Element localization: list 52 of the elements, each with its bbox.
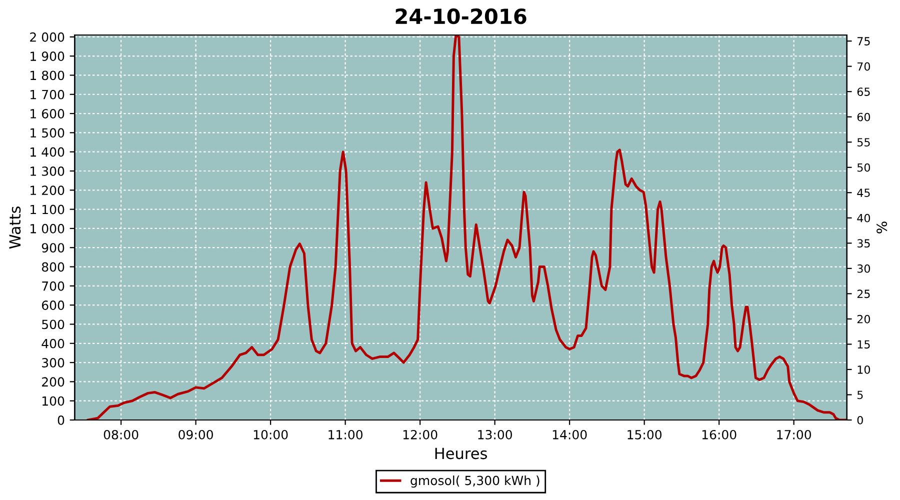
legend-label: gmosol( 5,300 kWh ) bbox=[410, 476, 540, 488]
y-tick-label: 1 400 bbox=[30, 147, 64, 157]
x-tick-label: 09:00 bbox=[178, 430, 213, 440]
y2-tick-label: 70 bbox=[858, 62, 870, 71]
x-tick-label: 13:00 bbox=[478, 430, 512, 440]
y-tick-label: 400 bbox=[42, 338, 64, 348]
y-tick-label: 1 600 bbox=[30, 109, 64, 118]
y2-tick-label: 45 bbox=[857, 188, 870, 198]
y2-tick-label: 40 bbox=[857, 214, 870, 222]
y-tick-label: 1 200 bbox=[30, 186, 64, 196]
y-tick-label: 1 700 bbox=[30, 90, 64, 100]
y2-tick-label: 5 bbox=[857, 390, 863, 400]
y-tick-label: 700 bbox=[42, 281, 64, 291]
y2-tick-label: 15 bbox=[858, 340, 870, 349]
y-tick-label: 1 500 bbox=[30, 128, 64, 138]
y-tick-label: 1 800 bbox=[30, 70, 64, 80]
y-tick-label: 1 900 bbox=[30, 52, 64, 61]
y-tick-label: 2 000 bbox=[30, 32, 64, 42]
y-tick-label: 100 bbox=[42, 396, 64, 406]
y-tick-label: 800 bbox=[42, 262, 64, 272]
x-tick-label: 16:00 bbox=[702, 430, 736, 440]
y2-tick-label: 60 bbox=[857, 112, 870, 122]
y-tick-label: 600 bbox=[42, 300, 64, 310]
y-tick-label: 200 bbox=[42, 377, 64, 387]
x-axis-title: Heures bbox=[435, 448, 487, 460]
y2-tick-label: 10 bbox=[858, 365, 870, 374]
chart-title: 24-10-2016 bbox=[396, 8, 526, 24]
y-tick-label: 1 300 bbox=[30, 166, 64, 176]
y2-tick-label: 30 bbox=[857, 264, 870, 273]
x-tick-label: 08:00 bbox=[104, 430, 138, 440]
y-tick-label: 1 000 bbox=[30, 224, 64, 234]
y-tick-label: 1 100 bbox=[30, 204, 64, 214]
y-axis-title: Watts bbox=[9, 206, 21, 249]
y-tick-label: 900 bbox=[42, 243, 64, 253]
x-tick-label: 12:00 bbox=[403, 430, 438, 440]
y2-tick-label: 55 bbox=[857, 138, 870, 146]
y2-tick-label: 35 bbox=[857, 239, 870, 248]
y2-axis-title: % bbox=[876, 222, 888, 234]
x-tick-label: 17:00 bbox=[777, 430, 812, 440]
y2-tick-label: 50 bbox=[857, 163, 870, 172]
x-tick-label: 15:00 bbox=[628, 430, 662, 440]
y2-tick-label: 0 bbox=[857, 416, 863, 424]
y2-tick-label: 20 bbox=[857, 314, 870, 324]
y2-tick-label: 65 bbox=[857, 88, 870, 96]
x-tick-label: 14:00 bbox=[552, 430, 587, 440]
y2-tick-label: 25 bbox=[857, 290, 870, 298]
y-tick-label: 300 bbox=[42, 358, 64, 368]
y2-tick-label: 75 bbox=[858, 37, 870, 46]
y-tick-label: 0 bbox=[58, 415, 64, 425]
x-tick-label: 10:00 bbox=[254, 430, 288, 440]
x-tick-label: 11:00 bbox=[328, 430, 362, 440]
y-tick-label: 500 bbox=[42, 320, 64, 330]
